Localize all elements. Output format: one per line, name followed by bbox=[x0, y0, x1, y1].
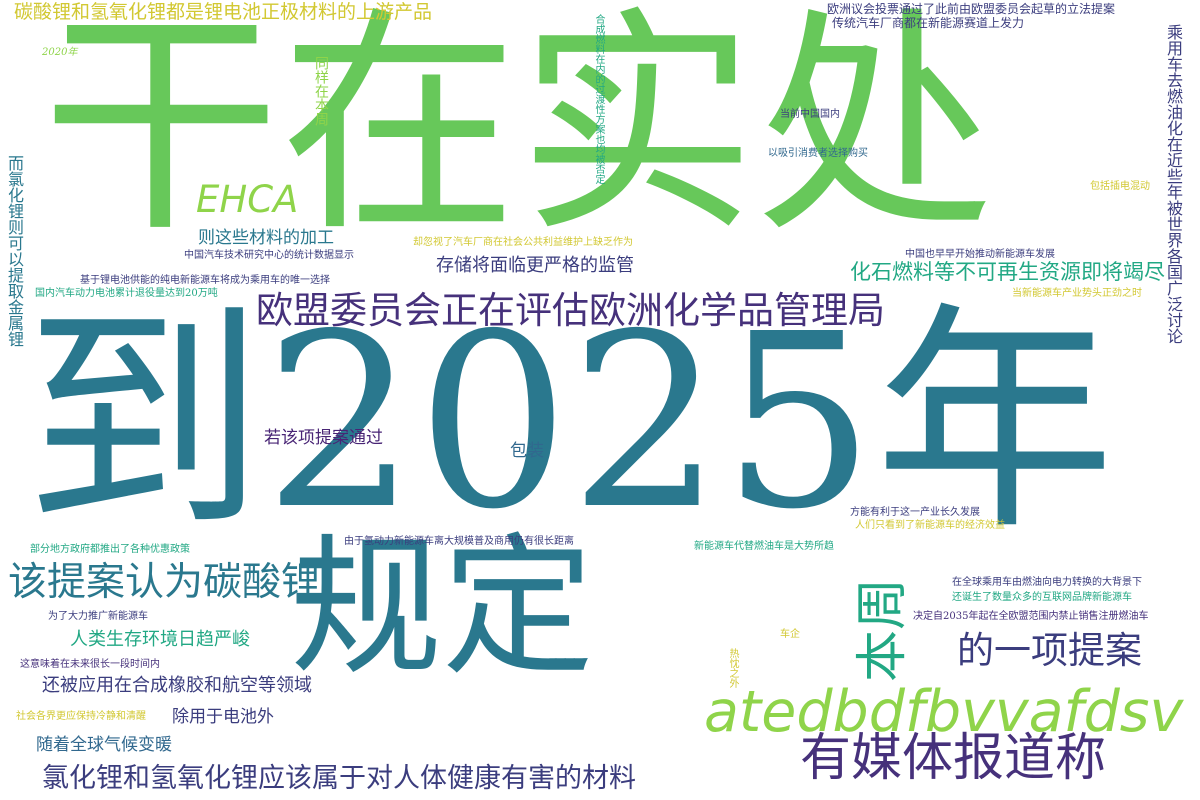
word-if-passed: 若该项提案通过 bbox=[264, 428, 383, 448]
word-2020: 2020年 bbox=[42, 47, 78, 58]
word-eu-commission: 欧盟委员会正在评估欧洲化学品管理局 bbox=[256, 289, 885, 332]
word-synthetic-fuels: 合成燃料在内的过渡性方案也均被否定 bbox=[593, 14, 604, 184]
word-promote-nev: 为了大力推广新能源车 bbox=[48, 611, 148, 622]
word-gan-zai-shi-chu: 干在实处 bbox=[42, 0, 994, 265]
word-besides-batteries: 除用于电池外 bbox=[172, 707, 274, 727]
word-local-policies: 部分地方政府都推出了各种优惠政策 bbox=[30, 544, 190, 555]
word-upstream-products: 碳酸锂和氢氧化锂都是锂电池正极材料的上游产品 bbox=[14, 1, 433, 23]
word-ehca: EHCA bbox=[196, 178, 299, 221]
word-extract-metal-lithium: 而氯化锂则可以提取金属锂 bbox=[5, 155, 24, 347]
word-automakers: 车企 bbox=[780, 629, 800, 640]
word-long-time: 这意味着在未来很长一段时间内 bbox=[20, 659, 160, 670]
word-bev-only-choice: 基于锂电池供能的纯电新能源车将成为乘用车的唯一选择 bbox=[80, 275, 330, 286]
word-china-domestic: 当前中国国内 bbox=[780, 109, 840, 120]
word-latin-string: atedbdfbvvafdsv bbox=[704, 679, 1184, 745]
word-stay-calm: 社会各界更应保持冷静和清醒 bbox=[16, 711, 146, 722]
word-media-report: 有媒体报道称 bbox=[800, 729, 1107, 788]
word-beyond-enthusiasm: 热忱之外 bbox=[727, 648, 738, 688]
word-trend: 新能源车代替燃油车是大势所趋 bbox=[694, 541, 834, 552]
word-packaging: 包装 bbox=[510, 441, 544, 461]
word-proposal-lithium-carbonate: 该提案认为碳酸锂 bbox=[8, 560, 321, 605]
word-climate-warming: 随着全球气候变暖 bbox=[36, 735, 172, 755]
word-dao-2025-nian: 到2025年 bbox=[24, 282, 1115, 562]
word-ignored-public-interest: 却忽视了汽车厂商在社会公共利益维护上缺乏作为 bbox=[413, 237, 633, 248]
word-harmful-materials: 氯化锂和氢氧化锂应该属于对人体健康有害的材料 bbox=[42, 763, 636, 794]
word-hydrogen: 由于氢动力新能源车离大规模普及商用仍有很长距离 bbox=[344, 536, 574, 547]
word-retired-batteries: 国内汽车动力电池累计退役量达到20万吨 bbox=[35, 288, 218, 299]
word-plugin-hybrid: 包括插电混动 bbox=[1090, 181, 1150, 192]
word-processing: 则这些材料的加工 bbox=[198, 228, 334, 248]
word-2035-ban: 决定自2035年起在全欧盟范围内禁止销售注册燃油车 bbox=[913, 611, 1149, 622]
word-momentum: 当新能源车产业势头正劲之时 bbox=[1012, 288, 1142, 299]
word-passenger-car-debate: 乘用车去燃油化在近些年被世界各国广泛讨论 bbox=[1164, 24, 1183, 344]
word-gui-ding: 规定 bbox=[290, 519, 594, 696]
word-eu-parliament: 欧洲议会投票通过了此前由欧盟委员会起草的立法提案 bbox=[827, 2, 1116, 16]
word-environment: 人类生存环境日趋严峻 bbox=[70, 629, 250, 650]
word-economic-benefit: 人们只看到了新能源车的经济效益 bbox=[855, 520, 1005, 531]
word-a-proposal: 的一项提案 bbox=[957, 629, 1142, 672]
word-traditional-makers: 传统汽车厂商都在新能源赛道上发力 bbox=[832, 16, 1025, 30]
word-storage-regulation: 存储将面临更严格的监管 bbox=[436, 255, 634, 276]
word-china-early: 中国也早早开始推动新能源车发展 bbox=[905, 249, 1055, 260]
word-attract-consumers: 以吸引消费者选择购买 bbox=[768, 148, 868, 159]
word-ben-zhou: 本周 bbox=[853, 577, 913, 682]
word-rubber-aviation: 还被应用在合成橡胶和航空等领域 bbox=[42, 675, 312, 696]
word-long-term: 方能有利于这一产业长久发展 bbox=[850, 507, 980, 518]
word-global-transition: 在全球乘用车由燃油向电力转换的大背景下 bbox=[952, 577, 1142, 588]
word-fossil-fuels: 化石燃料等不可再生资源即将竭尽 bbox=[850, 260, 1165, 284]
word-catarc-stats: 中国汽车技术研究中心的统计数据显示 bbox=[184, 250, 354, 261]
word-also-this-week: 同样在本周 bbox=[313, 56, 329, 126]
word-internet-brands: 还诞生了数量众多的互联网品牌新能源车 bbox=[952, 592, 1132, 603]
